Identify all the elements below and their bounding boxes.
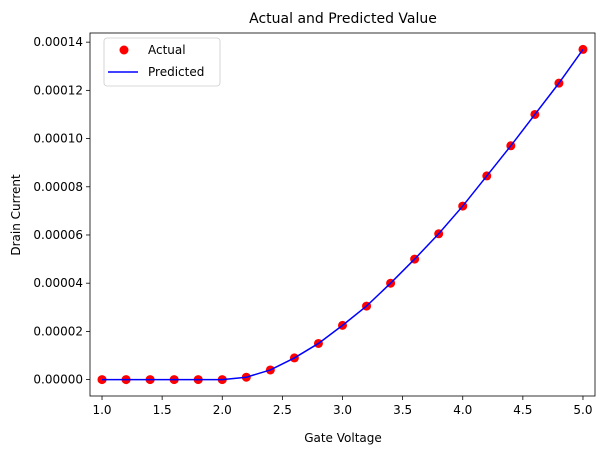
series-predicted-line bbox=[102, 48, 584, 381]
x-tick-label: 1.5 bbox=[153, 403, 172, 417]
x-tick-label: 3.0 bbox=[333, 403, 352, 417]
y-tick-label: 0.00006 bbox=[33, 228, 83, 242]
y-tick-label: 0.00008 bbox=[33, 180, 83, 194]
legend: Actual Predicted bbox=[103, 37, 221, 87]
legend-actual-marker bbox=[119, 45, 129, 55]
y-tick-label: 0.00000 bbox=[33, 373, 83, 387]
legend-box bbox=[103, 37, 221, 87]
x-tick-label: 3.5 bbox=[393, 403, 412, 417]
legend-predicted-label: Predicted bbox=[148, 65, 204, 79]
series-actual-points bbox=[97, 44, 588, 385]
x-tick-label: 4.5 bbox=[513, 403, 532, 417]
y-axis-label: Drain Current bbox=[9, 174, 23, 256]
x-axis: 1.0 1.5 2.0 2.5 3.0 3.5 4.0 4.5 5.0 bbox=[92, 396, 593, 417]
x-tick-label: 5.0 bbox=[573, 403, 592, 417]
x-axis-label: Gate Voltage bbox=[304, 431, 382, 445]
y-tick-label: 0.00014 bbox=[33, 35, 83, 49]
x-tick-label: 2.5 bbox=[273, 403, 292, 417]
y-tick-label: 0.00012 bbox=[33, 83, 83, 97]
y-tick-label: 0.00004 bbox=[33, 276, 83, 290]
x-tick-label: 2.0 bbox=[213, 403, 232, 417]
legend-actual-label: Actual bbox=[148, 43, 186, 57]
y-tick-label: 0.00010 bbox=[33, 132, 83, 146]
x-tick-label: 4.0 bbox=[453, 403, 472, 417]
y-tick-label: 0.00002 bbox=[33, 324, 83, 338]
chart-title: Actual and Predicted Value bbox=[249, 11, 437, 27]
y-axis: 0.00000 0.00002 0.00004 0.00006 0.00008 0.000… bbox=[33, 35, 90, 387]
x-tick-label: 1.0 bbox=[92, 403, 111, 417]
plot-area bbox=[97, 44, 588, 385]
